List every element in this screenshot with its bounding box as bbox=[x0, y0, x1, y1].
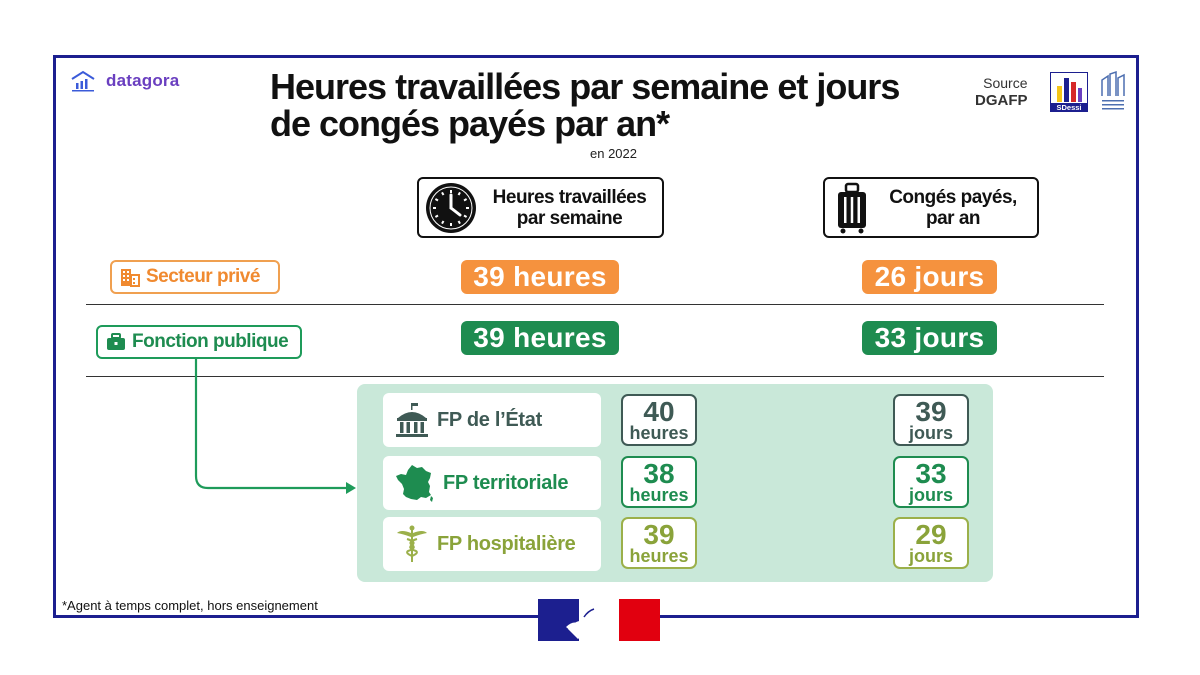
briefcase-icon bbox=[107, 333, 125, 350]
row-label-secteur-prive: Secteur privé bbox=[110, 260, 280, 294]
column-header-leave: Congés payés, par an bbox=[823, 177, 1039, 238]
datagora-logo: datagora bbox=[70, 70, 179, 92]
connector-arrow bbox=[194, 358, 356, 494]
column-header-hours-line2: par semaine bbox=[516, 207, 623, 229]
stat-unit: jours bbox=[908, 423, 953, 443]
stat-unit: jours bbox=[908, 546, 953, 566]
sdessi-logo: SDessi bbox=[1050, 72, 1088, 112]
bar-chart-home-icon bbox=[71, 70, 95, 92]
marianne-logo bbox=[538, 599, 660, 641]
building-icon bbox=[121, 269, 140, 287]
fp-hospitaliere-hours: 39 heures bbox=[621, 517, 697, 569]
fp-card-etat: FP de l’État bbox=[383, 393, 601, 447]
source-label: Source bbox=[983, 75, 1028, 91]
divider-line bbox=[86, 376, 1104, 377]
column-header-hours-line1: Heures travaillées bbox=[492, 186, 647, 208]
fp-territoriale-leave: 33 jours bbox=[893, 456, 969, 508]
brand-name: datagora bbox=[106, 71, 180, 90]
stat-unit: jours bbox=[908, 485, 953, 505]
stat-number: 38 bbox=[643, 458, 675, 489]
stat-unit: heures bbox=[629, 423, 689, 443]
column-header-leave-line2: par an bbox=[925, 207, 981, 229]
row-label-text: Secteur privé bbox=[146, 266, 260, 287]
fp-etat-hours: 40 heures bbox=[621, 394, 697, 446]
stat-number: 33 bbox=[915, 458, 947, 489]
france-map-icon bbox=[396, 465, 433, 502]
footnote: *Agent à temps complet, hors enseignemen… bbox=[62, 598, 318, 613]
fp-card-hospitaliere: FP hospitalière bbox=[383, 517, 601, 571]
public-leave-value: 33 jours bbox=[862, 321, 997, 355]
stat-unit: heures bbox=[629, 485, 689, 505]
stat-number: 39 bbox=[643, 519, 675, 550]
suitcase-icon bbox=[838, 182, 866, 233]
fp-card-label: FP hospitalière bbox=[437, 532, 576, 555]
row-label-fonction-publique: Fonction publique bbox=[96, 325, 302, 359]
fp-card-label: FP de l’État bbox=[437, 408, 542, 431]
fp-card-territoriale: FP territoriale bbox=[383, 456, 601, 510]
divider-line bbox=[86, 304, 1104, 305]
sdessi-logo-text: SDessi bbox=[1056, 103, 1081, 112]
stat-number: 40 bbox=[643, 396, 675, 427]
subtitle: en 2022 bbox=[590, 146, 637, 161]
row-label-text: Fonction publique bbox=[132, 331, 289, 352]
fp-hospitaliere-leave: 29 jours bbox=[893, 517, 969, 569]
statistique-publique-logo bbox=[1101, 70, 1125, 110]
column-header-hours: Heures travaillées par semaine bbox=[417, 177, 664, 238]
stat-unit: heures bbox=[629, 546, 689, 566]
stat-number: 29 bbox=[915, 519, 947, 550]
caduceus-icon bbox=[397, 525, 427, 562]
government-building-icon bbox=[396, 403, 428, 437]
page-title: Heures travaillées par semaine et jours … bbox=[270, 66, 900, 144]
source: Source DGAFP bbox=[975, 75, 1028, 109]
clock-icon bbox=[426, 182, 476, 233]
prive-hours-value: 39 heures bbox=[461, 260, 619, 294]
column-header-leave-line1: Congés payés, bbox=[889, 186, 1017, 208]
source-org: DGAFP bbox=[975, 92, 1028, 109]
fp-etat-leave: 39 jours bbox=[893, 394, 969, 446]
public-hours-value: 39 heures bbox=[461, 321, 619, 355]
stat-number: 39 bbox=[915, 396, 947, 427]
prive-leave-value: 26 jours bbox=[862, 260, 997, 294]
fp-territoriale-hours: 38 heures bbox=[621, 456, 697, 508]
fp-card-label: FP territoriale bbox=[443, 471, 569, 494]
